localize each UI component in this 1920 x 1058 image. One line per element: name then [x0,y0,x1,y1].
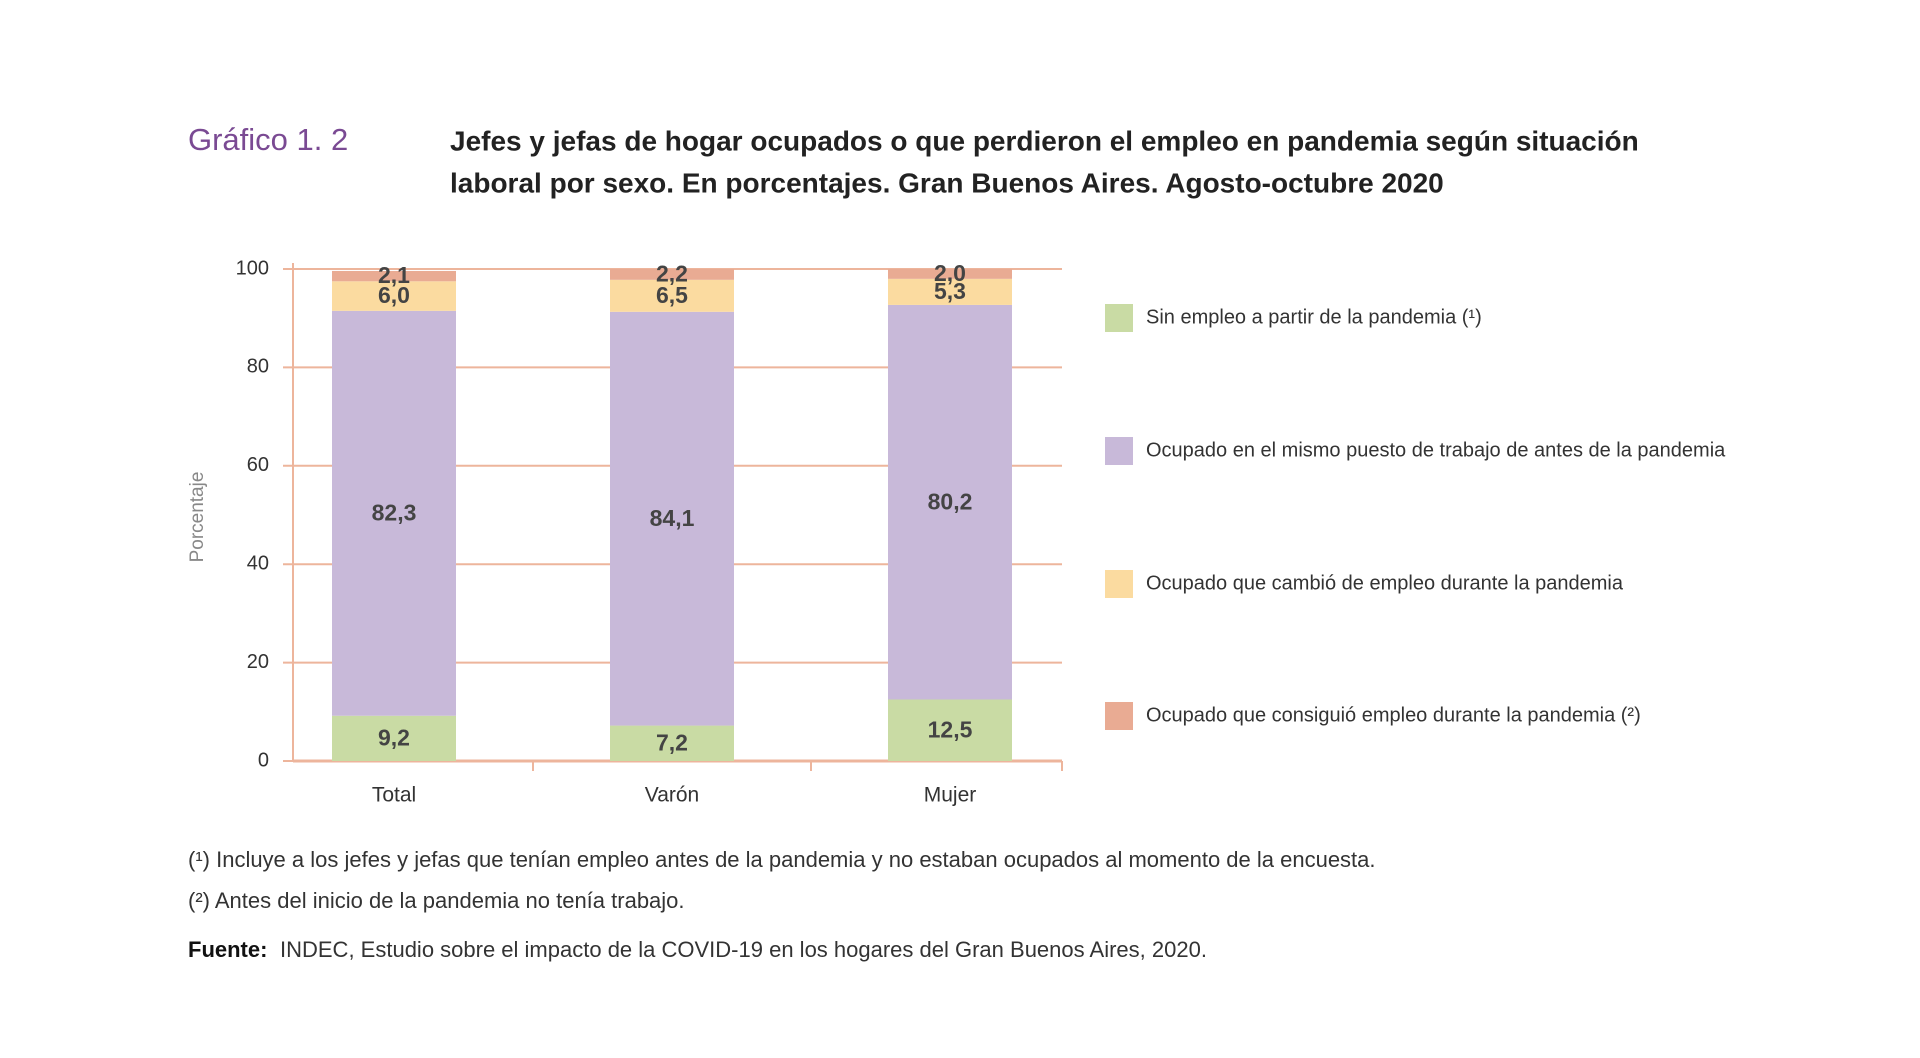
data-label: 82,3 [372,499,417,525]
bar-segment [888,269,1012,279]
y-tick-label: 60 [247,454,269,476]
legend-label: Ocupado en el mismo puesto de trabajo de… [1146,439,1726,461]
data-label: 2,0 [934,260,966,286]
x-tick-label: Mujer [924,784,977,807]
bar-segment [332,715,456,761]
data-label: 2,2 [656,260,688,286]
legend-swatch [1105,702,1133,730]
data-label: 2,1 [378,262,410,288]
data-label: 7,2 [656,729,688,755]
bar-segment [888,304,1012,700]
source-text: INDEC, Estudio sobre el impacto de la CO… [280,937,1207,962]
data-label: 6,5 [656,282,688,308]
source-label: Fuente: [188,937,267,962]
chart-title: Jefes y jefas de hogar ocupados o que pe… [450,125,1639,156]
footnote: (¹) Incluye a los jefes y jefas que tení… [188,847,1376,872]
y-tick-label: 20 [247,651,269,673]
x-tick-label: Varón [645,784,699,807]
y-tick-label: 40 [247,552,269,574]
bar-segment [610,311,734,726]
y-tick-label: 80 [247,356,269,378]
footnote: (²) Antes del inicio de la pandemia no t… [188,888,685,913]
legend-swatch [1105,304,1133,332]
chart-label: Gráfico 1. 2 [188,122,348,157]
data-label: 80,2 [928,488,973,514]
data-label: 12,5 [928,716,973,742]
legend-label: Ocupado que consiguió empleo durante la … [1146,704,1641,726]
legend-label: Sin empleo a partir de la pandemia (¹) [1146,306,1482,328]
legend-label: Ocupado que cambió de empleo durante la … [1146,572,1624,594]
data-label: 6,0 [378,282,410,308]
bar-segment [610,269,734,280]
y-tick-label: 100 [236,257,269,279]
chart-title: laboral por sexo. En porcentajes. Gran B… [450,167,1444,198]
y-tick-label: 0 [258,749,269,771]
data-label: 5,3 [934,278,966,304]
data-label: 84,1 [650,505,695,531]
y-axis-label: Porcentaje [187,472,208,563]
bar-segment [332,270,456,282]
bar-segment [332,310,456,716]
x-tick-label: Total [372,784,416,807]
legend-swatch [1105,437,1133,465]
data-label: 9,2 [378,724,410,750]
bar-segment [888,278,1012,305]
bar-segment [610,725,734,761]
legend-swatch [1105,570,1133,598]
bar-segment [888,699,1012,761]
bar-segment [610,279,734,312]
bar-segment [332,281,456,311]
